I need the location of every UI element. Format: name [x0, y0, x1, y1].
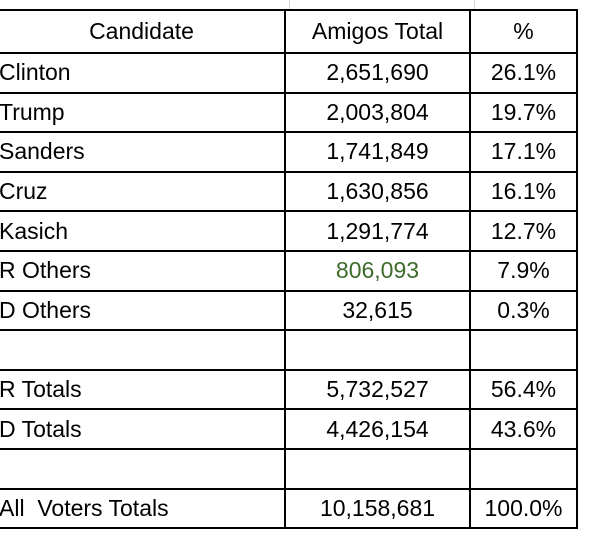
cell-total[interactable]: 1,630,856 — [284, 170, 471, 213]
cell-candidate[interactable]: R Others — [0, 249, 286, 292]
cell-total[interactable]: 4,426,154 — [284, 408, 471, 450]
table-row: Kasich 1,291,774 12.7% — [0, 210, 578, 252]
blank-row — [0, 447, 578, 490]
cell-total[interactable]: 32,615 — [284, 289, 471, 332]
table-row: R Others 806,093 7.9% — [0, 249, 578, 292]
cell-candidate[interactable]: D Others — [0, 289, 286, 332]
table-row: All Voters Totals 10,158,681 100.0% — [0, 487, 578, 530]
cell-percent[interactable]: 19.7% — [469, 91, 578, 134]
table-row: D Totals 4,426,154 43.6% — [0, 408, 578, 450]
cell-candidate[interactable]: D Totals — [0, 408, 286, 450]
column-gridline — [474, 0, 475, 9]
cell-total[interactable]: 5,732,527 — [284, 368, 471, 411]
cell-percent[interactable]: 100.0% — [469, 487, 578, 530]
cell-candidate[interactable] — [0, 329, 286, 371]
header-row: Candidate Amigos Total % — [0, 9, 578, 54]
cell-total[interactable]: 1,741,849 — [284, 131, 471, 173]
results-table: Candidate Amigos Total % Clinton 2,651,6… — [0, 9, 578, 530]
cell-candidate[interactable]: Sanders — [0, 131, 286, 173]
cell-total[interactable] — [284, 329, 471, 371]
cell-candidate[interactable] — [0, 447, 286, 490]
cell-candidate[interactable]: Kasich — [0, 210, 286, 252]
cell-candidate[interactable]: Cruz — [0, 170, 286, 213]
header-candidate[interactable]: Candidate — [0, 9, 286, 54]
cell-percent[interactable]: 56.4% — [469, 368, 578, 411]
header-percent[interactable]: % — [469, 9, 578, 54]
cell-total[interactable]: 10,158,681 — [284, 487, 471, 530]
cell-percent[interactable]: 16.1% — [469, 170, 578, 213]
table-row: R Totals 5,732,527 56.4% — [0, 368, 578, 411]
cell-total[interactable]: 1,291,774 — [284, 210, 471, 252]
cell-candidate[interactable]: R Totals — [0, 368, 286, 411]
table-row: Trump 2,003,804 19.7% — [0, 91, 578, 134]
cell-percent[interactable]: 0.3% — [469, 289, 578, 332]
blank-row — [0, 329, 578, 371]
cell-total-highlighted[interactable]: 806,093 — [284, 249, 471, 292]
cell-percent[interactable]: 26.1% — [469, 52, 578, 94]
cell-percent[interactable]: 43.6% — [469, 408, 578, 450]
cell-percent[interactable] — [469, 329, 578, 371]
column-gridline — [289, 0, 290, 9]
cell-total[interactable] — [284, 447, 471, 490]
cell-candidate[interactable]: Trump — [0, 91, 286, 134]
cell-total[interactable]: 2,003,804 — [284, 91, 471, 134]
cell-percent[interactable] — [469, 447, 578, 490]
table-row: Cruz 1,630,856 16.1% — [0, 170, 578, 213]
cell-percent[interactable]: 7.9% — [469, 249, 578, 292]
cell-percent[interactable]: 17.1% — [469, 131, 578, 173]
header-amigos-total[interactable]: Amigos Total — [284, 9, 471, 54]
table-row: Sanders 1,741,849 17.1% — [0, 131, 578, 173]
cell-candidate[interactable]: All Voters Totals — [0, 487, 286, 530]
table-row: D Others 32,615 0.3% — [0, 289, 578, 332]
cell-candidate[interactable]: Clinton — [0, 52, 286, 94]
cell-percent[interactable]: 12.7% — [469, 210, 578, 252]
cell-total[interactable]: 2,651,690 — [284, 52, 471, 94]
table-row: Clinton 2,651,690 26.1% — [0, 52, 578, 94]
